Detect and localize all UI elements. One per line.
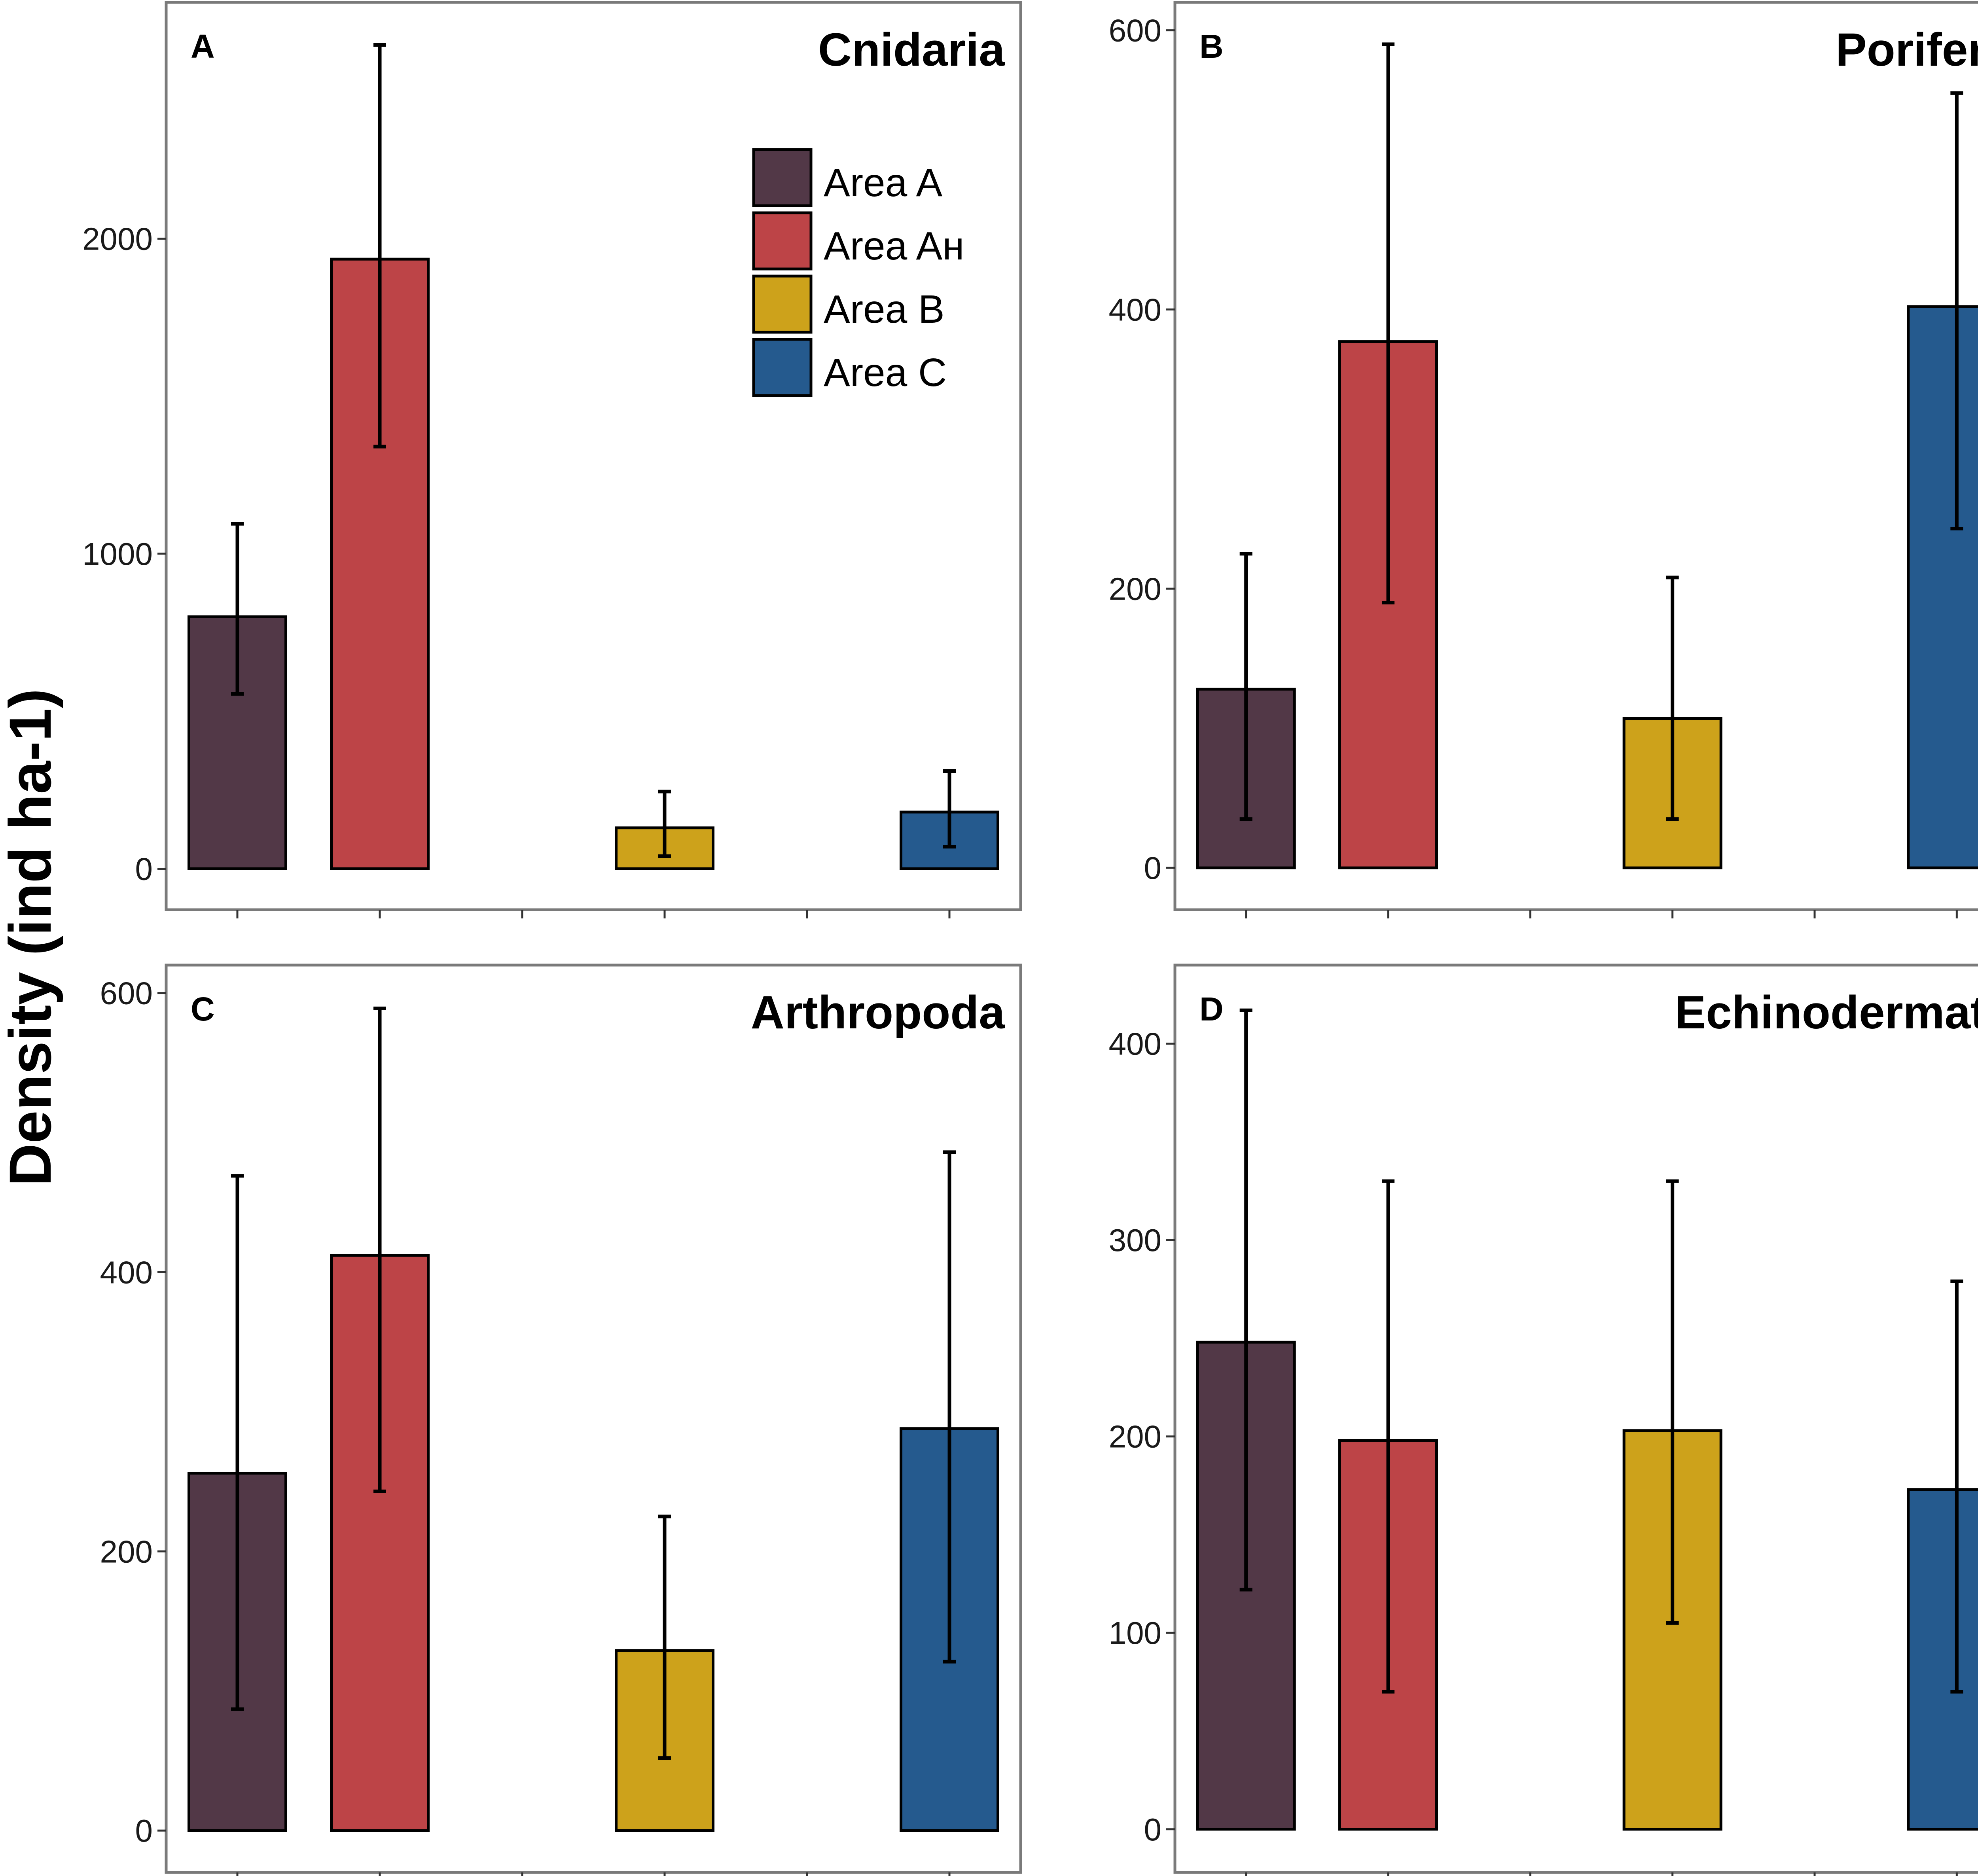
panel-d-letter: D (1199, 990, 1224, 1028)
panel-a-ytick-label: 1000 (82, 536, 153, 572)
panel-a-letter: A (191, 28, 215, 65)
legend-swatch-area-c (752, 338, 813, 397)
panel-d-ytick-label: 400 (1109, 1026, 1161, 1062)
panel-c-letter: C (191, 990, 215, 1028)
panel-c-ytick-label: 400 (100, 1255, 153, 1290)
panel-c-title: Arthropoda (751, 986, 1006, 1039)
legend-label-area-a: Area A (824, 161, 942, 205)
panel-b-title: Porifera (1836, 24, 1978, 76)
panel-c-ytick-label: 200 (100, 1534, 153, 1569)
panel-d-ytick-label: 100 (1109, 1615, 1161, 1651)
panel-d-title: Echinodermata (1675, 986, 1978, 1039)
panel-d-ytick-label: 200 (1109, 1419, 1161, 1454)
panel-a-frame (165, 1, 1022, 911)
panel-b-ytick-label: 600 (1109, 13, 1161, 48)
panel-b-letter: B (1199, 28, 1224, 65)
legend-swatch-area-ah (752, 211, 813, 271)
panel-d-ytick-label: 0 (1144, 1812, 1162, 1847)
panel-c-ytick-label: 600 (100, 976, 153, 1011)
panel-a-ytick-label: 0 (135, 851, 153, 886)
legend: Area A Area Aн Area B Area C (752, 148, 964, 397)
panel-b-frame (1173, 1, 1978, 911)
legend-swatch-area-b (752, 274, 813, 334)
panel-a: 0 1000 2000 A Cnidaria (82, 1, 1022, 918)
panel-b-ytick-label: 200 (1109, 571, 1161, 606)
y-axis-title: Density (ind ha-1) (0, 689, 63, 1186)
panel-d: 0 100 200 300 400 D Echinodermata (1109, 964, 1978, 1876)
panel-d-bar-area-c (1907, 1488, 1978, 1831)
legend-label-area-ah: Area Aн (824, 224, 964, 268)
panel-d-ytick-label: 300 (1109, 1223, 1161, 1258)
panel-c-ytick-label: 0 (135, 1813, 153, 1848)
panel-b: 0 200 400 600 B Porifera (1109, 1, 1978, 918)
panel-c: 0 200 400 600 C Arthropoda (100, 964, 1022, 1876)
legend-label-area-c: Area C (824, 350, 947, 395)
panel-b-bar-area-c (1907, 305, 1978, 869)
panel-d-frame (1173, 964, 1978, 1874)
legend-label-area-b: Area B (824, 287, 945, 331)
legend-swatch-area-a (752, 148, 813, 207)
panel-b-ytick-label: 400 (1109, 292, 1161, 327)
panel-a-ytick-label: 2000 (82, 221, 153, 256)
panel-b-ytick-label: 0 (1144, 850, 1162, 886)
panel-c-frame (165, 964, 1022, 1874)
panel-a-title: Cnidaria (818, 24, 1005, 76)
